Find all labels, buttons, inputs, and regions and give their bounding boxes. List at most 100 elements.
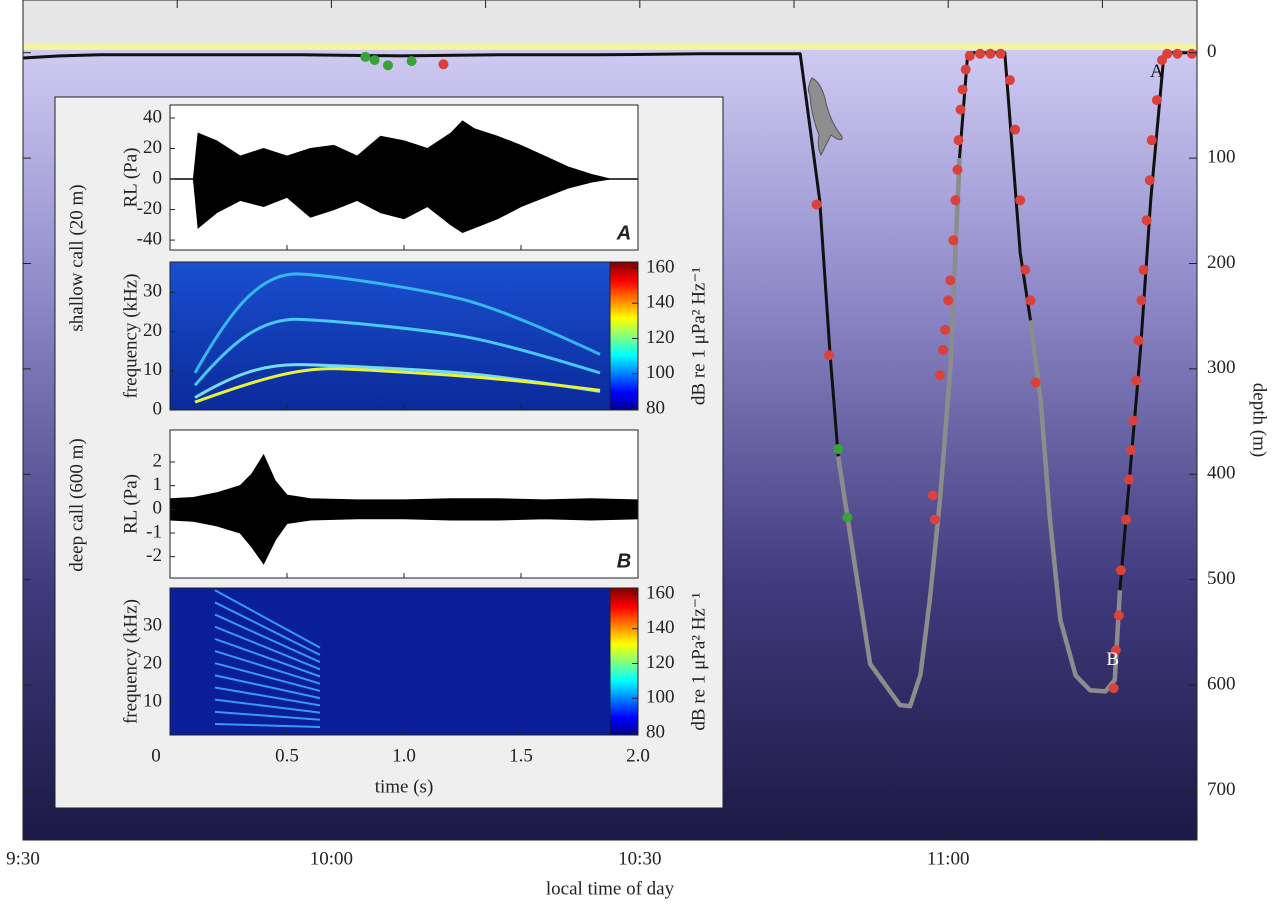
colorbar-tick-label: 80 (646, 397, 665, 418)
event-dot (1113, 610, 1124, 621)
event-dot (360, 51, 371, 62)
event-dot (975, 48, 986, 59)
y-tick-label: 20 (143, 652, 162, 673)
x-tick-label: 0.5 (275, 745, 299, 766)
event-dot (938, 344, 949, 355)
whale-icon (807, 77, 843, 157)
event-dot (934, 370, 945, 381)
sky-band (23, 0, 1197, 46)
annotation: A (1150, 61, 1164, 82)
colorbar-label: dB re 1 μPa² Hz⁻¹ (688, 267, 709, 405)
y-tick-label: 10 (143, 690, 162, 711)
event-dot (929, 514, 940, 525)
colorbar-tick-label: 120 (646, 327, 675, 348)
x-tick-label: 11:00 (927, 848, 970, 869)
colorbar-tick-label: 140 (646, 617, 675, 638)
y-tick-label: 20 (143, 320, 162, 341)
y-tick-label: 30 (143, 614, 162, 635)
harmonic-trace (214, 589, 321, 649)
y-tick-label: 600 (1207, 673, 1236, 694)
event-dot (1126, 445, 1137, 456)
event-dot (811, 199, 822, 210)
colorbar-tick-label: 160 (646, 582, 675, 603)
event-dot (842, 512, 853, 523)
waveform-envelope (192, 178, 611, 233)
event-dot (1136, 295, 1147, 306)
colorbar-tick-label: 100 (646, 362, 675, 383)
harmonic-trace (214, 637, 321, 678)
x-tick-label: 10:30 (618, 848, 661, 869)
event-dot (957, 84, 968, 95)
event-dot (1025, 295, 1036, 306)
y-axis-label: RL (Pa) (120, 148, 141, 208)
y-tick-label: 500 (1207, 568, 1236, 589)
event-dot (1004, 75, 1015, 86)
event-dot (1108, 683, 1119, 694)
x-tick-label: 0 (151, 745, 161, 766)
y-tick-label: 100 (1207, 146, 1236, 167)
event-dot (1162, 48, 1173, 59)
group-label: shallow call (20 m) (66, 184, 87, 331)
event-dot (1133, 335, 1144, 346)
y-tick-label: -40 (137, 228, 162, 249)
event-dot (369, 55, 380, 66)
event-dot (1121, 514, 1132, 525)
event-dot (1010, 124, 1021, 135)
plot-frame (22, 0, 1198, 841)
y-tick-label: 0 (153, 167, 163, 188)
x-tick-label: 1.5 (509, 745, 533, 766)
x-tick-label: 9:30 (6, 848, 40, 869)
harmonic-trace (214, 698, 321, 714)
panel-letter: B (617, 550, 631, 572)
harmonic-trace (214, 662, 321, 692)
harmonic-trace (214, 625, 321, 671)
x-axis-label: local time of day (546, 878, 675, 899)
event-dot (960, 64, 971, 75)
event-dot (1128, 415, 1139, 426)
event-dot (1020, 264, 1031, 275)
y-tick-label: 2 (153, 450, 163, 471)
dive-profile: 9:30 10:00 10:30 11:00010020030040050060070… (6, 0, 1270, 899)
event-dot (964, 50, 975, 61)
colorbar-tick-label: 160 (646, 256, 675, 277)
event-dot (1110, 645, 1121, 656)
harmonic-trace (214, 613, 321, 663)
y-tick-label: 0 (153, 498, 163, 519)
x-tick-label: 2.0 (626, 745, 650, 766)
x-axis-label: time (s) (375, 776, 434, 797)
event-dot (823, 350, 834, 361)
event-dot (985, 48, 996, 59)
y-tick-label: 200 (1207, 252, 1236, 273)
y-axis-label: RL (Pa) (120, 474, 141, 534)
y-tick-label: 0 (1207, 41, 1217, 62)
event-dot (1146, 135, 1157, 146)
y-tick-label: 40 (143, 106, 162, 127)
y-axis-label: depth (m) (1249, 383, 1270, 457)
y-tick-label: 20 (143, 137, 162, 158)
event-dot (955, 104, 966, 115)
event-dot (1172, 48, 1183, 59)
x-tick-label: 1.0 (392, 745, 416, 766)
x-tick-label: 10:00 (310, 848, 353, 869)
event-dot (952, 164, 963, 175)
event-dot (1124, 474, 1135, 485)
event-dot (1115, 565, 1126, 576)
event-dot (950, 195, 961, 206)
y-tick-label: 300 (1207, 357, 1236, 378)
harmonic-trace (214, 650, 321, 685)
colorbar-label: dB re 1 μPa² Hz⁻¹ (688, 592, 709, 730)
colorbar (609, 587, 639, 736)
surface-line (23, 43, 1197, 50)
colorbar-tick-label: 80 (646, 721, 665, 742)
y-tick-label: -20 (137, 198, 162, 219)
colorbar-tick-label: 120 (646, 652, 675, 673)
spectrogram-image (170, 588, 610, 735)
y-tick-label: 400 (1207, 463, 1236, 484)
event-dot (833, 443, 844, 454)
waveform-envelope (192, 120, 611, 180)
harmonic-trace (193, 272, 601, 374)
event-dot (1131, 375, 1142, 386)
event-dot (1141, 215, 1152, 226)
